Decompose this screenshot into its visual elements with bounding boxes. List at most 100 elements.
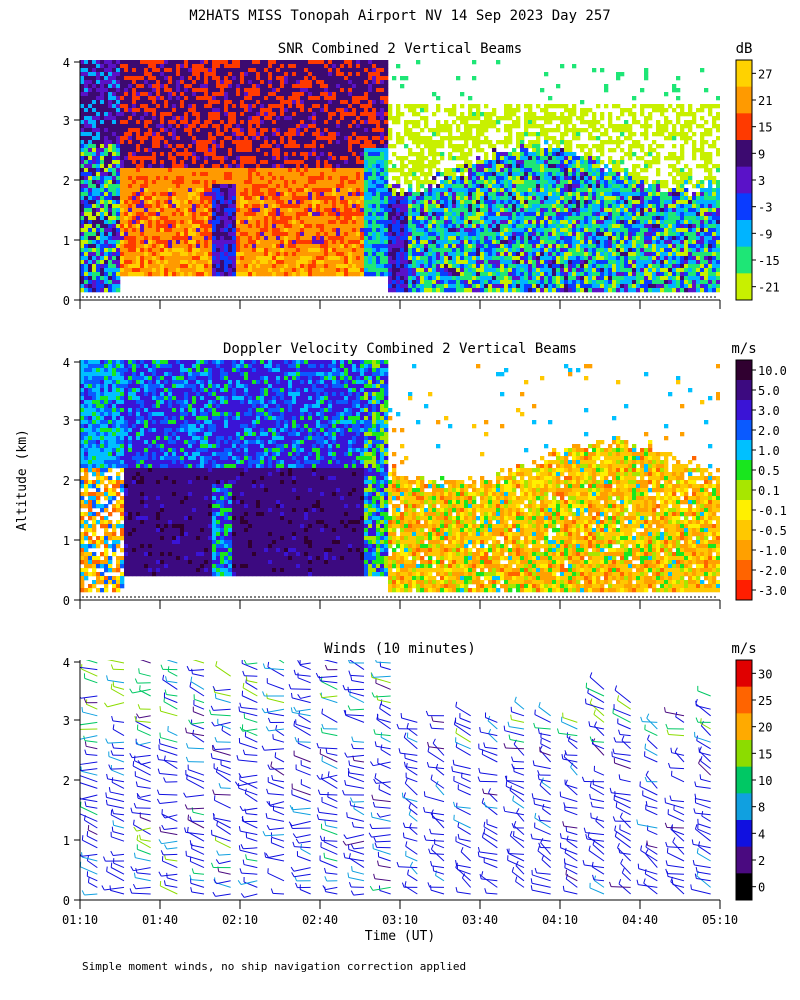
snr-cell — [288, 156, 293, 161]
snr-cell — [388, 220, 393, 225]
snr-cell — [448, 228, 453, 233]
snr-cell — [188, 212, 193, 217]
snr-cell — [88, 200, 93, 205]
snr-cell — [228, 152, 233, 157]
snr-cell — [332, 180, 337, 185]
snr-cell — [148, 256, 153, 261]
snr-cell — [364, 60, 369, 65]
snr-cell — [108, 112, 113, 117]
snr-cell — [92, 164, 97, 169]
snr-cell — [80, 148, 85, 153]
snr-cell — [152, 188, 157, 193]
snr-cell — [200, 184, 205, 189]
snr-cell — [180, 112, 185, 117]
snr-cell — [384, 88, 389, 93]
snr-cell — [336, 216, 341, 221]
snr-cell — [172, 216, 177, 221]
snr-cell — [248, 268, 253, 273]
snr-cell — [364, 96, 369, 101]
snr-cell — [192, 268, 197, 273]
snr-cell — [200, 68, 205, 73]
snr-cell — [424, 276, 429, 281]
snr-cell — [220, 160, 225, 165]
snr-cell — [332, 68, 337, 73]
snr-cell — [396, 240, 401, 245]
snr-cell — [288, 264, 293, 269]
snr-cell — [292, 216, 297, 221]
snr-cell — [420, 168, 425, 173]
snr-cell — [464, 264, 469, 269]
snr-cell — [440, 280, 445, 285]
snr-cell — [292, 232, 297, 237]
snr-cell — [364, 92, 369, 97]
snr-cell — [120, 156, 125, 161]
snr-cell — [212, 144, 217, 149]
snr-cell — [80, 136, 85, 141]
snr-cell — [364, 172, 369, 177]
snr-cell — [444, 268, 449, 273]
snr-cell — [384, 132, 389, 137]
snr-cell — [96, 160, 101, 165]
snr-cell — [348, 208, 353, 213]
snr-cell — [280, 228, 285, 233]
snr-cell — [204, 220, 209, 225]
snr-cell — [132, 268, 137, 273]
snr-cell — [172, 192, 177, 197]
snr-cell — [460, 176, 465, 181]
snr-cell — [448, 172, 453, 177]
snr-cell — [88, 212, 93, 217]
snr-cell — [88, 196, 93, 201]
snr-cell — [440, 172, 445, 177]
snr-cell — [352, 216, 357, 221]
snr-cell — [192, 192, 197, 197]
snr-cell — [184, 152, 189, 157]
snr-cell — [324, 192, 329, 197]
snr-cell — [208, 164, 213, 169]
snr-cell — [320, 104, 325, 109]
snr-cell — [288, 100, 293, 105]
snr-cell — [408, 184, 413, 189]
snr-cell — [84, 68, 89, 73]
snr-cell — [280, 244, 285, 249]
snr-cell — [156, 64, 161, 69]
snr-cell — [344, 100, 349, 105]
snr-cell — [228, 212, 233, 217]
snr-cell — [132, 84, 137, 89]
snr-cell — [416, 144, 421, 149]
snr-cell — [408, 120, 413, 125]
snr-cell — [316, 140, 321, 145]
snr-cell — [280, 60, 285, 65]
snr-cell — [384, 180, 389, 185]
snr-cell — [100, 104, 105, 109]
snr-cell — [460, 132, 465, 137]
snr-cell — [344, 112, 349, 117]
snr-cell — [416, 204, 421, 209]
snr-cell — [220, 116, 225, 121]
snr-cell — [252, 96, 257, 101]
snr-cell — [372, 64, 377, 69]
snr-cell — [272, 180, 277, 185]
snr-cell — [296, 152, 301, 157]
snr-cell — [120, 252, 125, 257]
snr-cell — [464, 236, 469, 241]
snr-cell — [356, 188, 361, 193]
snr-cell — [328, 124, 333, 129]
snr-cell — [436, 260, 441, 265]
snr-cell — [116, 188, 121, 193]
snr-cell — [276, 220, 281, 225]
snr-cell — [100, 136, 105, 141]
snr-cell — [304, 80, 309, 85]
snr-cell — [80, 72, 85, 77]
snr-cell — [292, 136, 297, 141]
snr-cell — [116, 252, 121, 257]
snr-cell — [360, 108, 365, 113]
snr-cell — [272, 260, 277, 265]
snr-cell — [224, 248, 229, 253]
snr-cell — [240, 152, 245, 157]
snr-cell — [428, 284, 433, 289]
snr-cell — [208, 180, 213, 185]
snr-cell — [208, 72, 213, 77]
snr-cell — [412, 276, 417, 281]
snr-cell — [296, 232, 301, 237]
